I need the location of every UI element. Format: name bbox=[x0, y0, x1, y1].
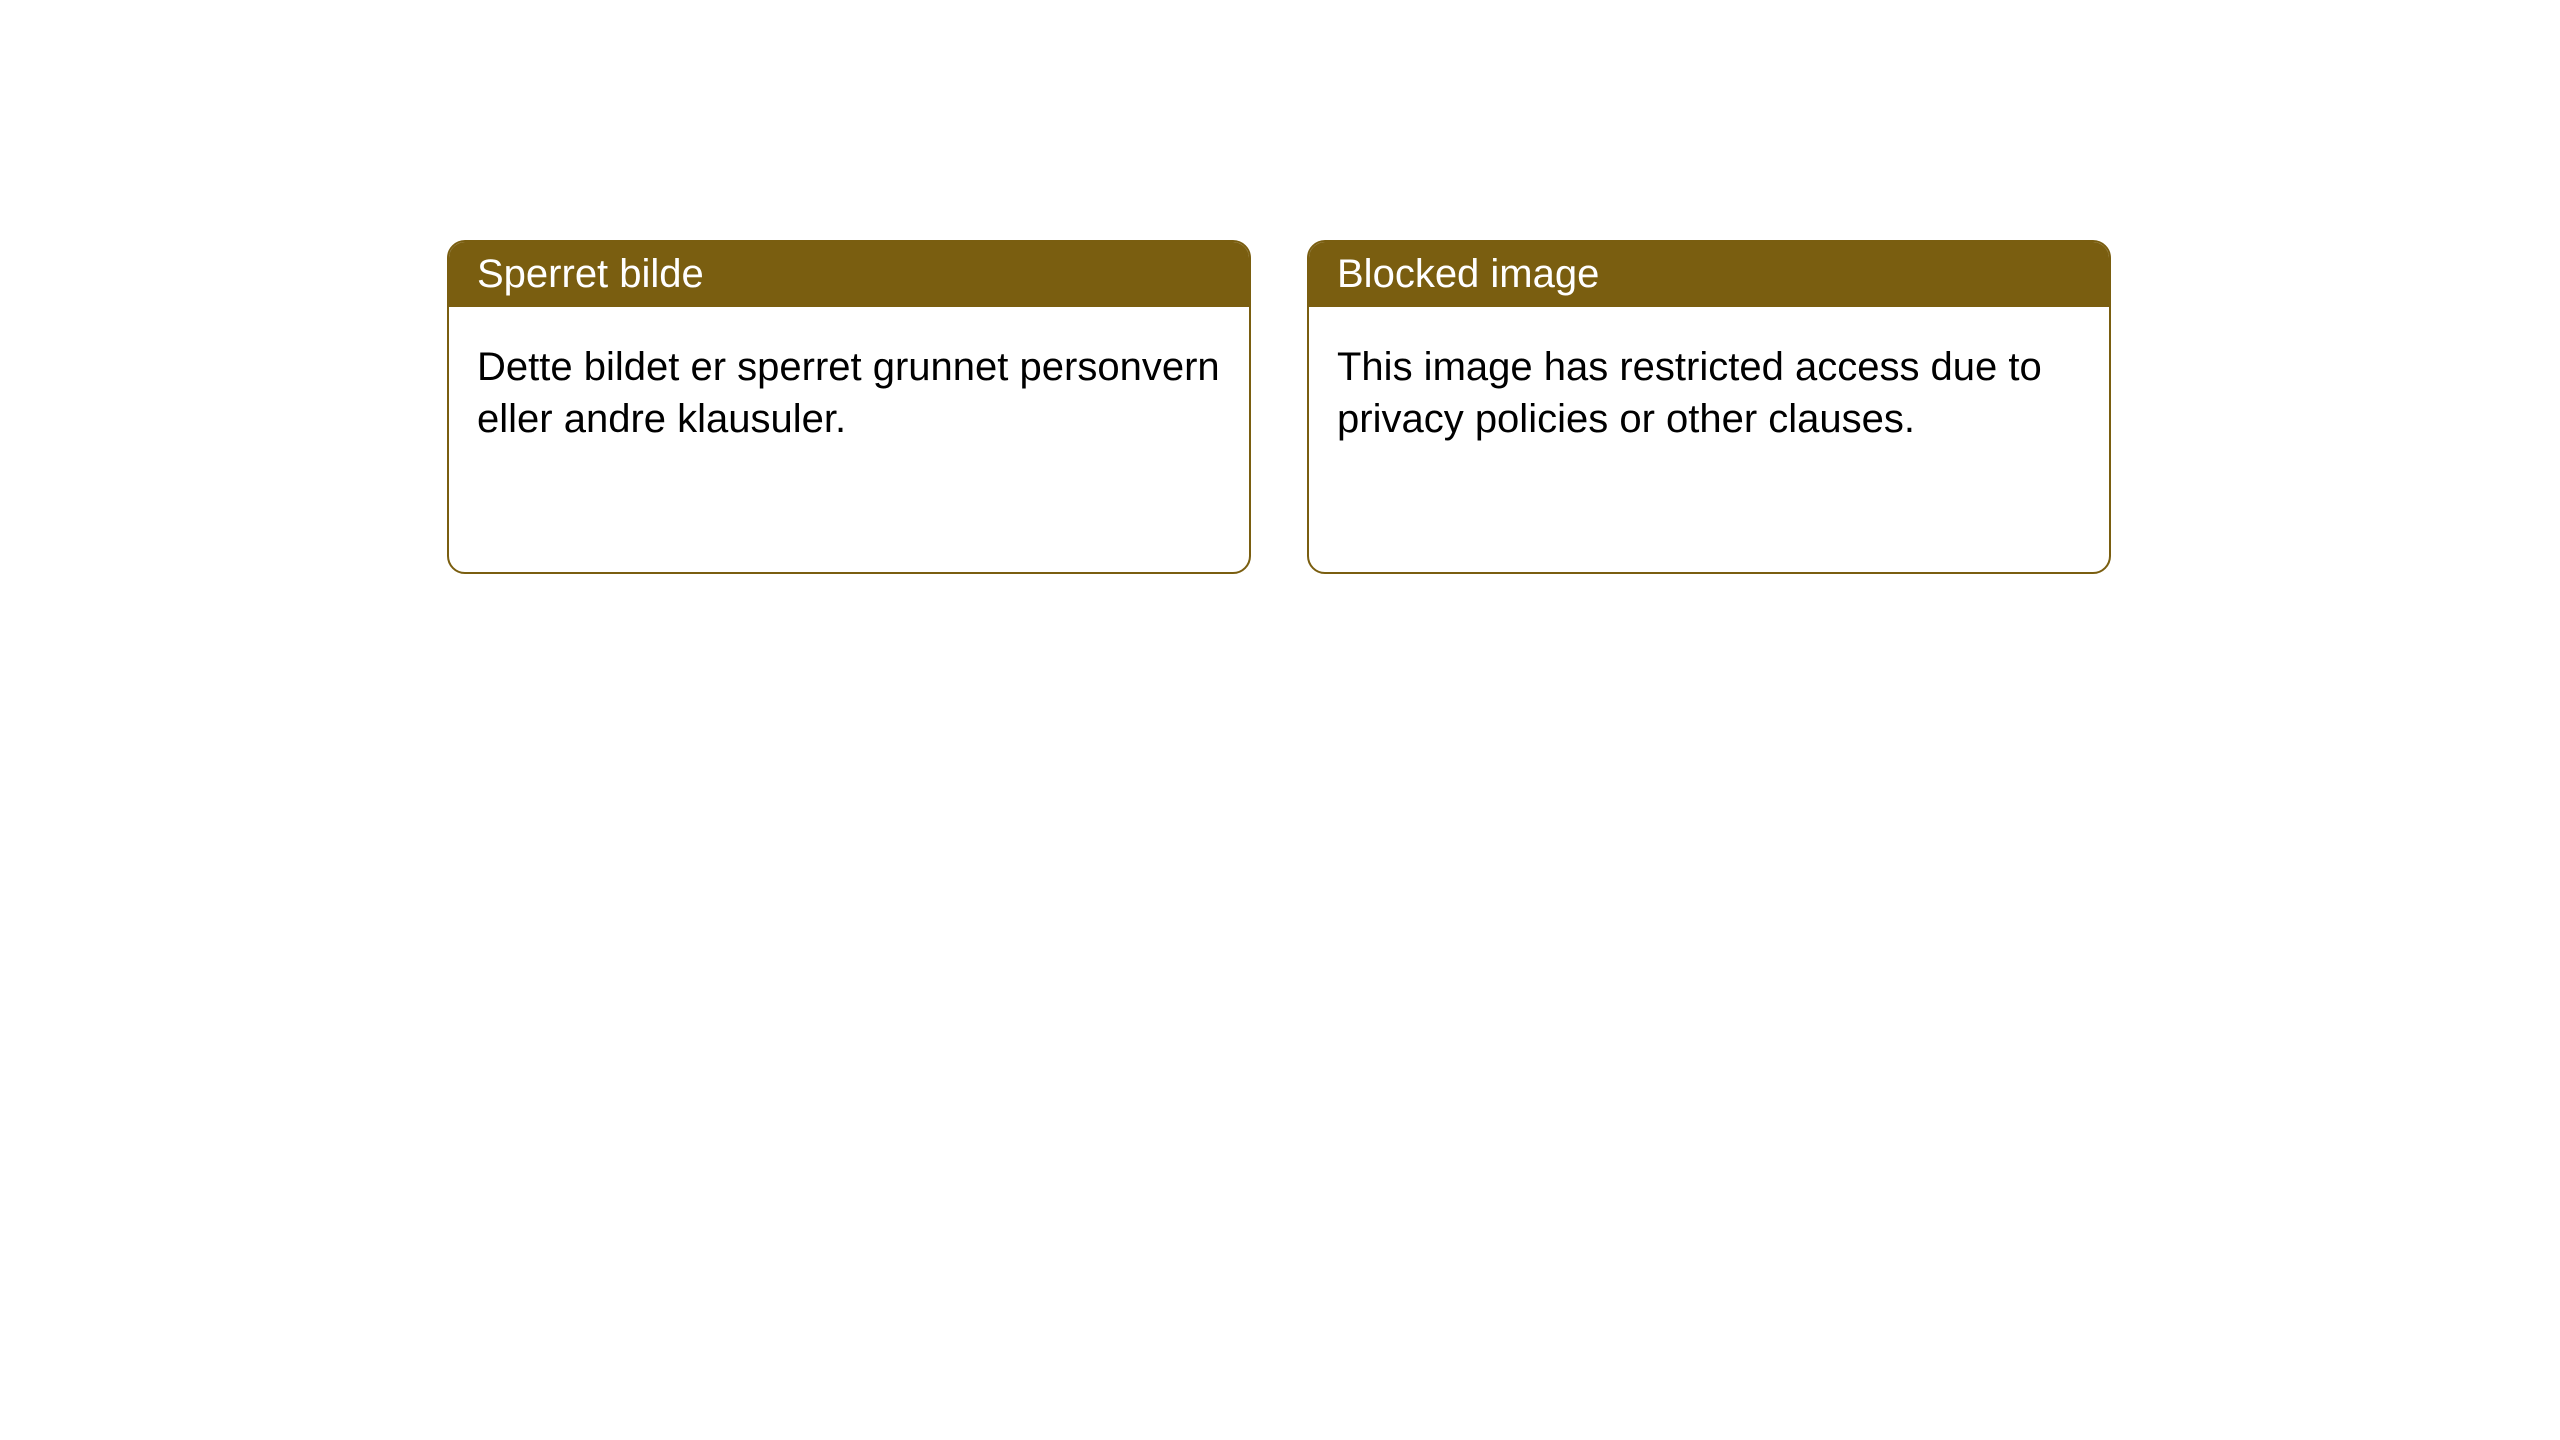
notice-title: Blocked image bbox=[1337, 252, 1599, 296]
notice-body: This image has restricted access due to … bbox=[1309, 307, 2109, 479]
notice-header: Blocked image bbox=[1309, 242, 2109, 307]
notice-title: Sperret bilde bbox=[477, 252, 704, 296]
notice-text: Dette bildet er sperret grunnet personve… bbox=[477, 345, 1220, 441]
notice-card-norwegian: Sperret bilde Dette bildet er sperret gr… bbox=[447, 240, 1251, 574]
notice-container: Sperret bilde Dette bildet er sperret gr… bbox=[0, 0, 2560, 574]
notice-card-english: Blocked image This image has restricted … bbox=[1307, 240, 2111, 574]
notice-header: Sperret bilde bbox=[449, 242, 1249, 307]
notice-body: Dette bildet er sperret grunnet personve… bbox=[449, 307, 1249, 479]
notice-text: This image has restricted access due to … bbox=[1337, 345, 2042, 441]
